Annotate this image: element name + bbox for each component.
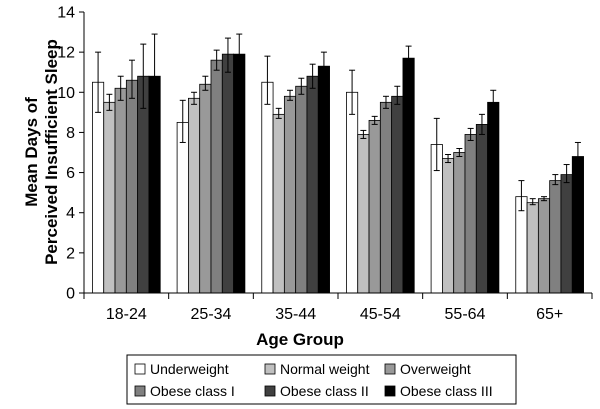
legend-swatch-overweight <box>384 363 396 375</box>
bar-65+-overweight <box>537 198 551 294</box>
legend-box <box>126 354 517 405</box>
bar-65+-obese-class-i <box>549 180 562 294</box>
bar-18-24-underweight <box>92 81 105 294</box>
y-tick-label-2: 2 <box>66 245 75 262</box>
bar-55-64-obese-class-iii <box>487 101 500 294</box>
bar-65+-normal-weight <box>526 202 539 294</box>
y-tick-label-8: 8 <box>66 125 75 142</box>
legend-label-obese-class-iii: Obese class III <box>400 383 493 399</box>
bars-layer <box>92 33 584 294</box>
bar-45-54-obese-class-iii <box>402 57 415 294</box>
bar-25-34-underweight <box>176 121 189 294</box>
x-axis-title: Age Group <box>256 330 344 349</box>
bar-35-44-underweight <box>261 81 274 294</box>
legend-swatch-underweight <box>134 363 146 375</box>
bar-18-24-normal-weight <box>103 101 116 294</box>
bar-55-64-overweight <box>453 152 466 294</box>
y-tick-label-0: 0 <box>66 286 75 303</box>
bar-25-34-obese-class-i <box>210 59 223 294</box>
x-tick-label-35-44: 35-44 <box>275 306 316 323</box>
bar-55-64-normal-weight <box>441 158 455 294</box>
y-tick-label-4: 4 <box>66 205 75 222</box>
legend-swatch-obese-class-ii <box>264 385 276 397</box>
y-axis-title-line-1: Mean Days of <box>22 97 41 207</box>
legend-label-obese-class-ii: Obese class II <box>280 383 369 399</box>
x-tick-label-45-54: 45-54 <box>360 306 401 323</box>
bar-55-64-obese-class-i <box>464 134 477 294</box>
legend: Underweight Normal weight Overweight Obese … <box>126 354 517 405</box>
bar-25-34-overweight <box>199 83 212 294</box>
y-axis-title-line-2: Perceived Insufficient Sleep <box>42 39 61 265</box>
bar-45-54-overweight <box>368 119 381 294</box>
y-tick-label-14: 14 <box>57 5 75 22</box>
legend-label-overweight: Overweight <box>400 361 471 377</box>
bar-35-44-obese-class-i <box>295 85 308 294</box>
bar-65+-obese-class-ii <box>560 174 573 294</box>
legend-swatch-obese-class-i <box>134 385 146 397</box>
y-tick-label-12: 12 <box>57 45 75 62</box>
bar-25-34-normal-weight <box>187 97 201 294</box>
bar-35-44-obese-class-iii <box>317 65 330 294</box>
legend-label-obese-class-i: Obese class I <box>150 383 235 399</box>
y-tick-label-6: 6 <box>66 165 75 182</box>
x-tick-label-65+: 65+ <box>536 306 563 323</box>
x-tick-label-18-24: 18-24 <box>106 306 147 323</box>
bar-45-54-underweight <box>346 91 359 294</box>
y-tick-label-10: 10 <box>57 85 75 102</box>
bar-35-44-obese-class-ii <box>306 75 319 294</box>
bar-18-24-overweight <box>114 87 127 294</box>
bar-35-44-normal-weight <box>272 113 285 294</box>
bar-45-54-obese-class-ii <box>391 95 404 294</box>
bar-25-34-obese-class-iii <box>233 53 246 294</box>
bar-35-44-overweight <box>283 95 297 294</box>
bar-45-54-normal-weight <box>357 134 370 294</box>
bar-65+-obese-class-iii <box>571 156 584 294</box>
legend-label-underweight: Underweight <box>150 361 229 377</box>
bar-45-54-obese-class-i <box>379 101 393 294</box>
x-tick-label-55-64: 55-64 <box>445 306 486 323</box>
axes-layer: 18-24 25-34 35-44 45-54 55-64 65+ 0 2 4 6 8 10 12 14 <box>57 5 593 323</box>
legend-label-normal-weight: Normal weight <box>280 361 370 377</box>
legend-swatch-normal-weight <box>264 363 276 375</box>
bar-18-24-obese-class-i <box>125 79 139 294</box>
x-tick-label-25-34: 25-34 <box>191 306 232 323</box>
bar-25-34-obese-class-ii <box>221 53 235 294</box>
bar-55-64-obese-class-ii <box>475 124 488 294</box>
legend-swatch-obese-class-iii <box>384 385 396 397</box>
